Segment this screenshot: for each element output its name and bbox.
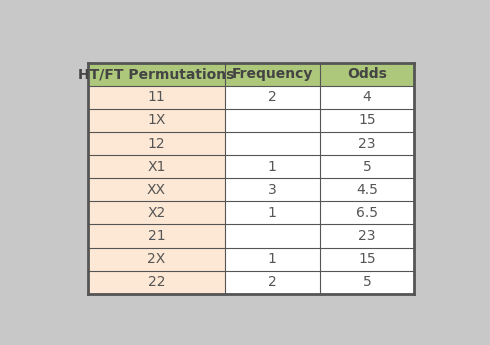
Bar [225,155,319,178]
Text: 15: 15 [358,114,376,127]
Text: X2: X2 [147,206,166,220]
Text: 11: 11 [147,90,165,104]
Text: 22: 22 [147,275,165,289]
Bar [88,86,225,109]
Text: 3: 3 [268,183,277,197]
Text: 2: 2 [268,90,277,104]
Text: 5: 5 [363,275,371,289]
Text: 2: 2 [268,275,277,289]
Text: 12: 12 [147,137,165,150]
Bar [225,86,319,109]
Bar [319,132,415,155]
Text: 6.5: 6.5 [356,206,378,220]
Text: 4.5: 4.5 [356,183,378,197]
Bar [319,225,415,248]
Bar [319,178,415,201]
Text: X1: X1 [147,160,166,174]
Bar [88,155,225,178]
Text: 1X: 1X [147,114,166,127]
Bar [225,109,319,132]
Bar [225,178,319,201]
Bar [225,132,319,155]
Bar [319,201,415,225]
Bar [88,63,225,86]
Text: 23: 23 [358,137,376,150]
Bar [319,271,415,294]
Text: 4: 4 [363,90,371,104]
Bar [225,248,319,271]
Bar [225,201,319,225]
Text: HT/FT Permutations: HT/FT Permutations [78,67,235,81]
Text: Odds: Odds [347,67,387,81]
Text: 23: 23 [358,229,376,243]
Bar [225,271,319,294]
Text: 1: 1 [268,160,277,174]
Text: XX: XX [147,183,166,197]
Bar [88,63,415,294]
Bar [88,248,225,271]
Bar [88,178,225,201]
Bar [319,63,415,86]
Bar [225,225,319,248]
Bar [88,201,225,225]
Bar [319,155,415,178]
Text: 2X: 2X [147,252,166,266]
Text: Frequency: Frequency [232,67,313,81]
Text: 1: 1 [268,252,277,266]
Bar [88,132,225,155]
Bar [319,248,415,271]
Text: 21: 21 [147,229,165,243]
Text: 5: 5 [363,160,371,174]
Bar [319,109,415,132]
Text: 15: 15 [358,252,376,266]
Bar [88,271,225,294]
Bar [225,63,319,86]
Bar [88,109,225,132]
Text: 1: 1 [268,206,277,220]
Bar [319,86,415,109]
Bar [88,225,225,248]
